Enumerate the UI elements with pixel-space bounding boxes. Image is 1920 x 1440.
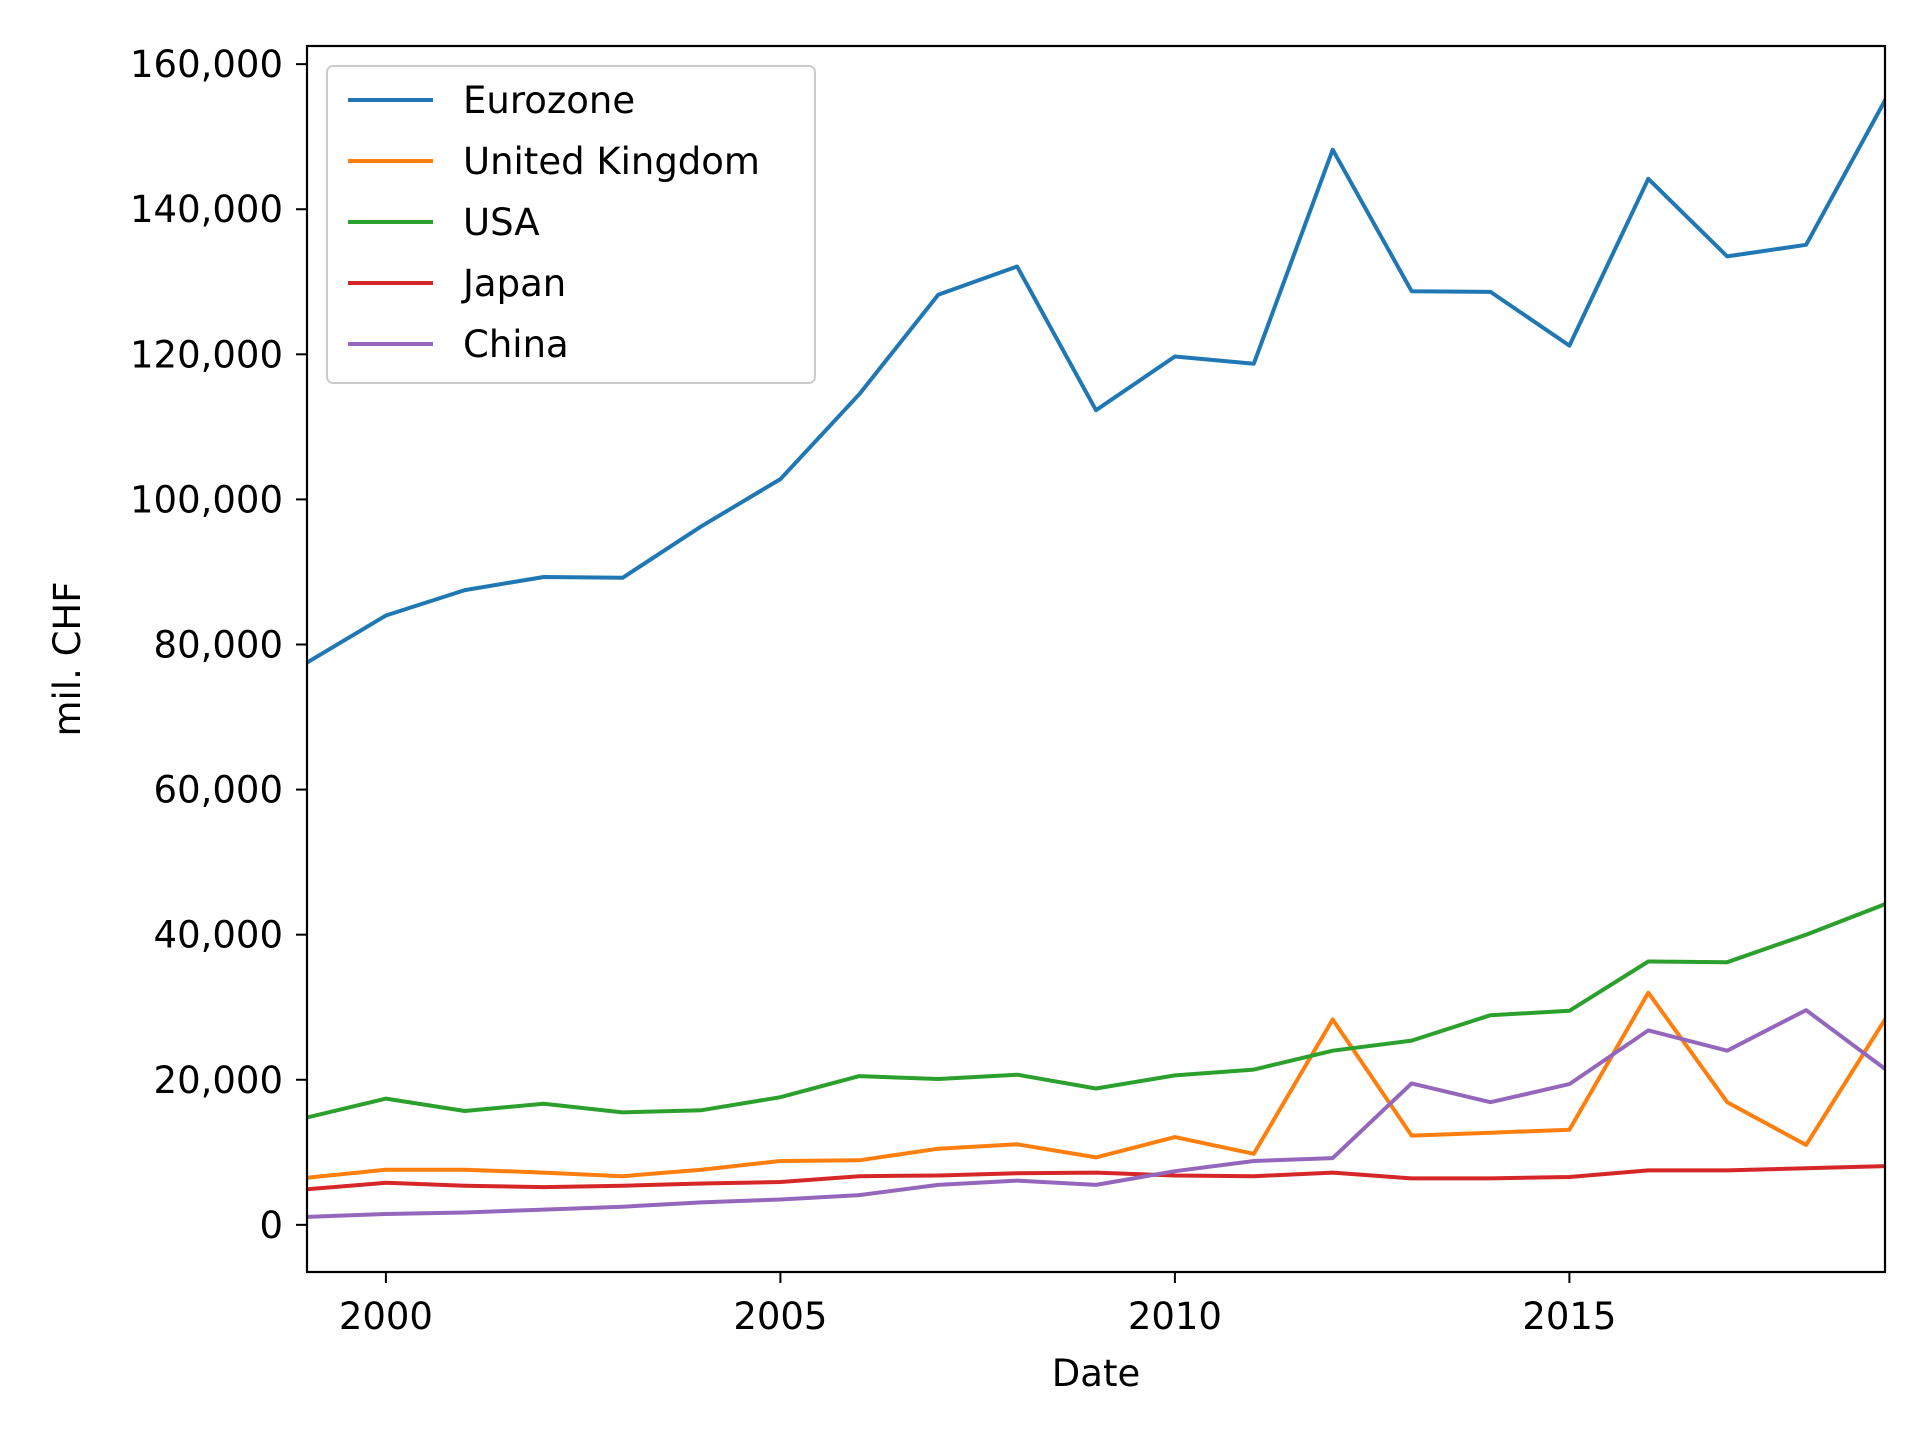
x-tick-label: 2015: [1522, 1295, 1616, 1338]
legend: Eurozone United Kingdom USA Japan China: [326, 65, 816, 384]
legend-label: USA: [463, 201, 540, 244]
y-axis-label: mil. CHF: [46, 581, 89, 736]
y-tick-label: 40,000: [154, 914, 283, 957]
y-tick-label: 0: [259, 1204, 283, 1247]
x-axis: 2000 2005 2010 2015: [339, 1272, 1616, 1338]
legend-label: United Kingdom: [463, 140, 760, 183]
series-line-china: [307, 1008, 1885, 1219]
x-axis-label: Date: [1052, 1352, 1140, 1395]
y-tick-label: 120,000: [130, 333, 283, 376]
series-layer: [307, 97, 1885, 1219]
y-axis: 0 20,000 40,000 60,000 80,000 100,000 120,000 1…: [130, 43, 307, 1247]
y-tick-label: 100,000: [130, 478, 283, 521]
plot-frame: [305, 44, 1887, 1274]
series-line-usa: [307, 902, 1885, 1120]
series-line-eurozone: [307, 97, 1885, 665]
series-line-japan: [307, 1164, 1885, 1192]
x-tick-label: 2010: [1128, 1295, 1222, 1338]
series-line-united-kingdom: [307, 990, 1885, 1180]
x-tick-label: 2005: [733, 1295, 827, 1338]
legend-label: Japan: [461, 262, 566, 305]
x-tick-label: 2000: [339, 1295, 433, 1338]
y-tick-label: 60,000: [154, 769, 283, 812]
y-tick-label: 80,000: [154, 623, 283, 666]
legend-label: China: [463, 323, 569, 366]
y-tick-label: 20,000: [154, 1059, 283, 1102]
legend-label: Eurozone: [463, 79, 635, 122]
y-tick-label: 140,000: [130, 188, 283, 231]
legend-box: [326, 65, 816, 384]
y-tick-label: 160,000: [130, 43, 283, 86]
